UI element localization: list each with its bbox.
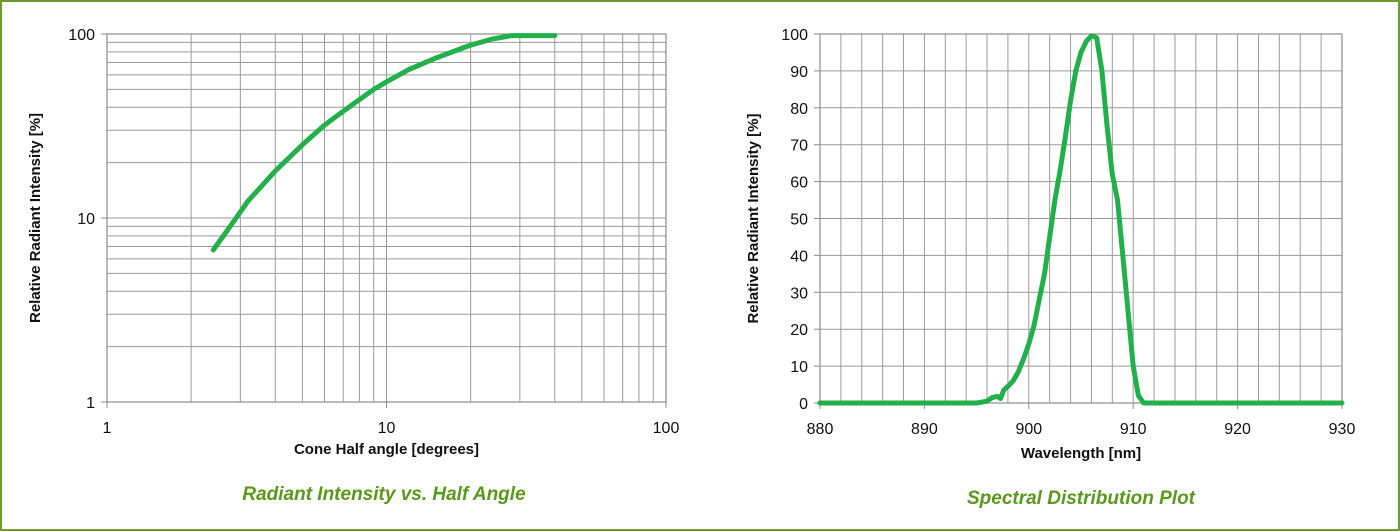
- chart-1: 1 10 100 1 10 100 Cone Half angle [degrees] Rel…: [27, 27, 679, 505]
- x-tick-label: 930: [1329, 421, 1356, 438]
- chart-2: 880 890 900 910 920 930 0 10 20 30 40 50 60 70 80 90 100…: [745, 27, 1355, 509]
- y-tick-label: 0: [799, 396, 808, 413]
- x-tick-label: 910: [1120, 421, 1147, 438]
- y-tick-label: 20: [790, 322, 808, 339]
- x-tick-label: 920: [1224, 421, 1251, 438]
- x-tick-label: 880: [807, 421, 834, 438]
- x-tick-label: 10: [378, 420, 396, 437]
- y-tick-label: 100: [781, 27, 808, 44]
- chart-caption: Radiant Intensity vs. Half Angle: [242, 484, 526, 505]
- y-tick-label: 90: [790, 64, 808, 81]
- y-axis-label: Relative Radiant Intensity [%]: [27, 113, 44, 323]
- y-tick-label: 10: [790, 359, 808, 376]
- x-tick-label: 890: [911, 421, 938, 438]
- y-tick-label: 100: [68, 27, 95, 44]
- series-line-1: [820, 36, 1342, 403]
- y-tick-label: 1: [86, 395, 95, 412]
- x-axis-label: Wavelength [nm]: [1021, 445, 1141, 462]
- y-tick-label: 70: [790, 138, 808, 155]
- x-axis-label: Cone Half angle [degrees]: [294, 441, 479, 458]
- y-tick-label: 80: [790, 101, 808, 118]
- y-tick-label: 50: [790, 212, 808, 229]
- y-tick-label: 30: [790, 285, 808, 302]
- y-tick-label: 40: [790, 248, 808, 265]
- x-tick-label: 900: [1015, 421, 1042, 438]
- y-axis-label: Relative Radiant Intensity [%]: [745, 113, 762, 323]
- x-tick-label: 1: [103, 420, 112, 437]
- x-tick-label: 100: [653, 420, 680, 437]
- y-tick-label: 10: [77, 211, 95, 228]
- y-tick-label: 60: [790, 175, 808, 192]
- chart-caption: Spectral Distribution Plot: [967, 488, 1196, 509]
